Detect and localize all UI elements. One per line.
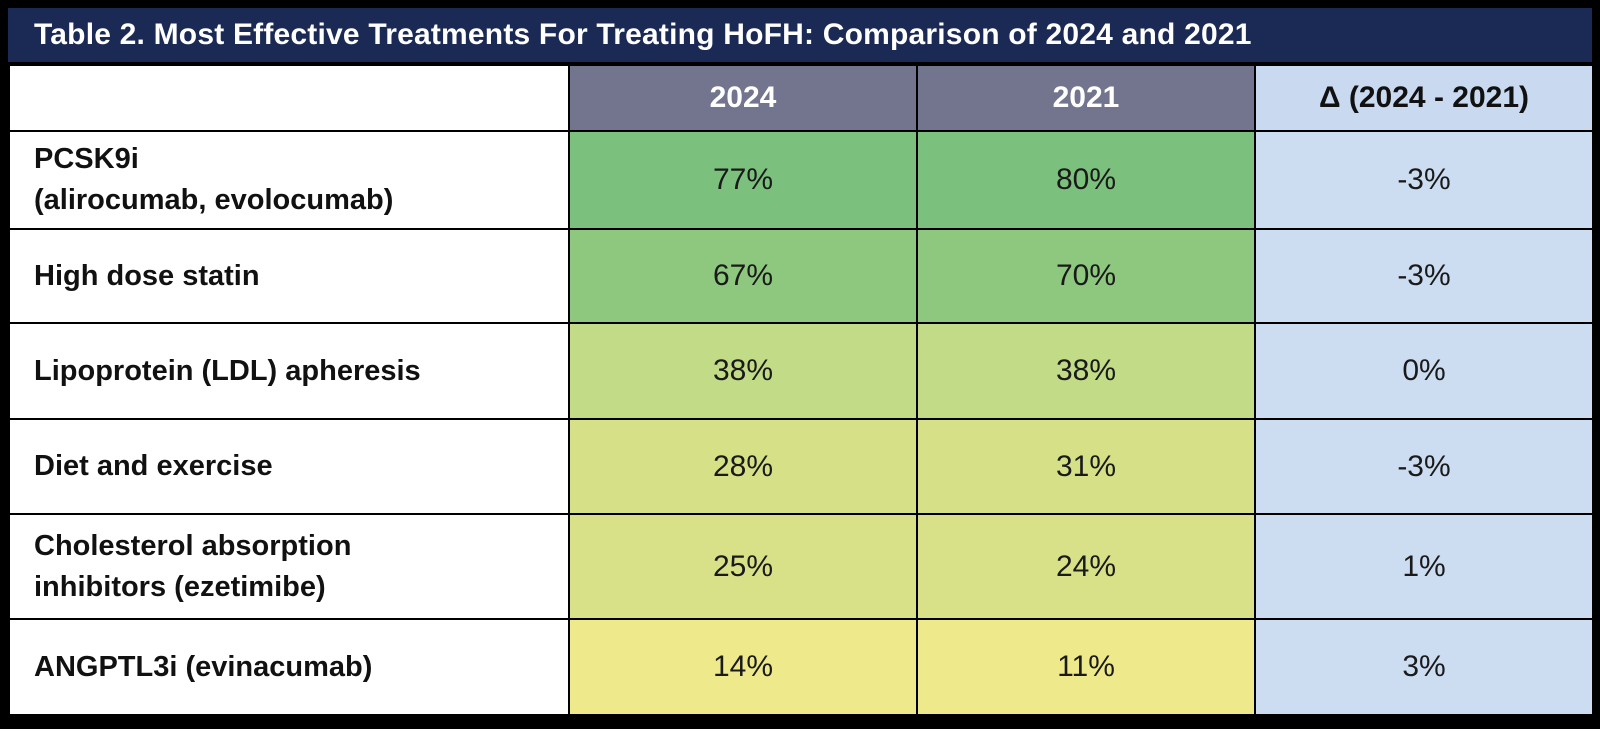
value-2021: 31% [916, 418, 1256, 515]
value-2021: 38% [916, 322, 1256, 420]
value-2024: 77% [568, 130, 918, 230]
treatments-table: 2024 2021 Δ (2024 - 2021) PCSK9i (aliroc… [8, 64, 1594, 716]
table-row-pcsk9i: PCSK9i (alirocumab, evolocumab) 77% 80% … [8, 130, 1594, 230]
value-2024: 67% [568, 228, 918, 324]
table-row-statin: High dose statin 67% 70% -3% [8, 228, 1594, 324]
value-delta: 3% [1254, 618, 1594, 716]
table-title-bar: Table 2. Most Effective Treatments For T… [8, 8, 1592, 64]
table-row-apheresis: Lipoprotein (LDL) apheresis 38% 38% 0% [8, 322, 1594, 420]
value-delta: -3% [1254, 418, 1594, 515]
header-treatment-blank [8, 64, 570, 132]
value-delta: -3% [1254, 228, 1594, 324]
header-delta: Δ (2024 - 2021) [1254, 64, 1594, 132]
table-row-diet-exercise: Diet and exercise 28% 31% -3% [8, 418, 1594, 515]
row-label: Lipoprotein (LDL) apheresis [8, 322, 570, 420]
row-label: High dose statin [8, 228, 570, 324]
value-2021: 80% [916, 130, 1256, 230]
table-figure: Table 2. Most Effective Treatments For T… [8, 8, 1594, 716]
row-label: Cholesterol absorption inhibitors (ezeti… [8, 513, 570, 620]
table-row-angptl3i: ANGPTL3i (evinacumab) 14% 11% 3% [8, 618, 1594, 716]
header-2021: 2021 [916, 64, 1256, 132]
value-2021: 11% [916, 618, 1256, 716]
header-2024: 2024 [568, 64, 918, 132]
value-delta: 0% [1254, 322, 1594, 420]
value-2021: 24% [916, 513, 1256, 620]
value-2024: 28% [568, 418, 918, 515]
value-2024: 14% [568, 618, 918, 716]
row-label: ANGPTL3i (evinacumab) [8, 618, 570, 716]
row-label: Diet and exercise [8, 418, 570, 515]
value-delta: 1% [1254, 513, 1594, 620]
row-label: PCSK9i (alirocumab, evolocumab) [8, 130, 570, 230]
table-title: Table 2. Most Effective Treatments For T… [34, 18, 1252, 51]
header-row: 2024 2021 Δ (2024 - 2021) [8, 64, 1594, 132]
value-2024: 25% [568, 513, 918, 620]
value-2021: 70% [916, 228, 1256, 324]
value-2024: 38% [568, 322, 918, 420]
value-delta: -3% [1254, 130, 1594, 230]
table-row-ezetimibe: Cholesterol absorption inhibitors (ezeti… [8, 513, 1594, 620]
